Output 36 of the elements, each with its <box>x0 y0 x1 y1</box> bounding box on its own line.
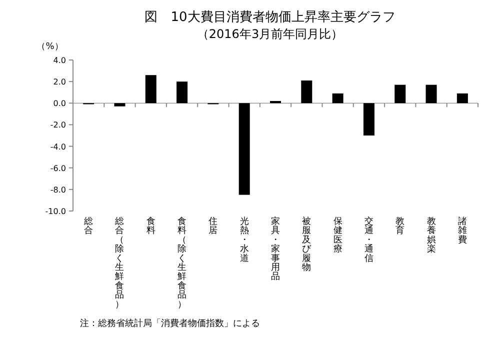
y-tick-label: -6.0 <box>50 164 66 173</box>
bar <box>270 100 281 104</box>
y-tick-label: 0.0 <box>53 99 66 108</box>
y-axis-title: （%） <box>36 42 64 52</box>
x-tick-label: 被服及び履物 <box>302 216 312 273</box>
category-label: 食料（除く生鮮食品） <box>178 217 187 310</box>
x-tick-label: 教養娯楽 <box>426 216 436 255</box>
x-tick-label: 食料 <box>146 216 156 236</box>
y-tick-label: -4.0 <box>50 142 66 152</box>
x-tick-label: 光熱・水道 <box>240 216 249 264</box>
y-tick-label: 4.0 <box>53 56 66 65</box>
y-tick-label: 2.0 <box>53 78 66 87</box>
y-tick-label: -2.0 <box>50 120 66 130</box>
bar <box>332 93 344 104</box>
bar <box>363 103 374 136</box>
x-tick-label: 総合 <box>83 216 94 236</box>
y-tick-label: -8.0 <box>50 185 66 194</box>
x-tick-label: 諸雑費 <box>458 216 467 246</box>
bar <box>114 103 126 106</box>
bar <box>176 82 188 104</box>
x-tick-label: 教育 <box>396 216 405 236</box>
bar <box>426 84 437 104</box>
x-tick-label: 交通・通信 <box>364 216 374 264</box>
chart-title: 図 10大費目消費者物価上昇率主要グラフ <box>144 9 396 25</box>
bar <box>145 75 156 104</box>
chart-subtitle: （2016年3月前年同月比） <box>196 27 344 41</box>
x-tick-label: 住居 <box>208 216 218 236</box>
x-tick-label: 保健医療 <box>333 216 342 255</box>
x-tick-label: 家具・家事用品 <box>271 216 280 282</box>
bar <box>456 93 468 104</box>
text: 注：総務省統計局「消費者物価指数」による <box>80 318 260 329</box>
bar <box>301 80 312 104</box>
bar <box>394 84 406 104</box>
category-label: 総合（除く生鮮食品） <box>115 217 124 310</box>
y-tick-label: -10.0 <box>45 207 66 216</box>
bar <box>238 103 250 195</box>
